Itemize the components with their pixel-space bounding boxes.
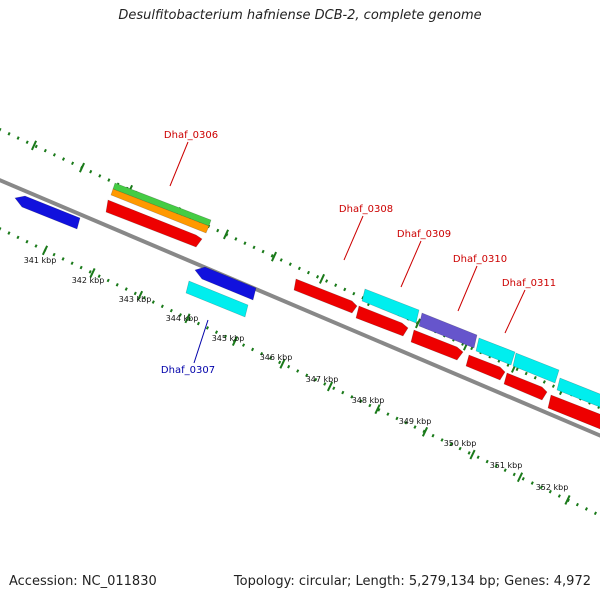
scale-label-342: 342 kbp bbox=[72, 276, 105, 285]
accession-text: Accession: NC_011830 bbox=[9, 574, 157, 589]
gene-red-2 bbox=[355, 305, 409, 337]
scale-label-350: 350 kbp bbox=[444, 439, 477, 448]
gene-label-dhaf-0306: Dhaf_0306 bbox=[164, 130, 218, 141]
gene-label-dhaf-0311: Dhaf_0311 bbox=[502, 278, 556, 289]
leader-dhaf-0310 bbox=[457, 265, 478, 312]
gene-dhaf-0307 bbox=[185, 280, 249, 318]
gene-red-3 bbox=[410, 329, 464, 361]
gene-orange-track bbox=[110, 188, 210, 234]
scale-label-345: 345 kbp bbox=[212, 334, 245, 343]
gene-blue-reverse bbox=[14, 195, 81, 230]
scale-label-347: 347 kbp bbox=[306, 375, 339, 384]
scale-label-346: 346 kbp bbox=[260, 353, 293, 362]
genome-backbone bbox=[0, 178, 600, 438]
outer-major-tick-8 bbox=[414, 318, 422, 329]
scale-label-343: 343 kbp bbox=[119, 295, 152, 304]
scale-label-349: 349 kbp bbox=[399, 417, 432, 426]
gene-dhaf-0310 bbox=[418, 312, 478, 349]
inner-major-tick-9 bbox=[469, 449, 476, 460]
gene-label-dhaf-0309: Dhaf_0309 bbox=[397, 229, 451, 240]
gene-dhaf-0308 bbox=[293, 278, 358, 314]
inner-major-tick-10 bbox=[516, 472, 524, 483]
genes bbox=[14, 182, 600, 430]
outer-major-tick-5 bbox=[270, 251, 278, 262]
scale-label-351: 351 kbp bbox=[490, 461, 523, 470]
leader-dhaf-0306 bbox=[169, 141, 189, 187]
gene-label-dhaf-0310: Dhaf_0310 bbox=[453, 254, 507, 265]
genome-summary-text: Topology: circular; Length: 5,279,134 bp… bbox=[233, 574, 591, 589]
scale-label-352: 352 kbp bbox=[536, 483, 569, 492]
leader-dhaf-0311 bbox=[504, 289, 526, 334]
gene-cyan-2 bbox=[512, 352, 560, 384]
outer-major-tick-4 bbox=[222, 229, 230, 240]
gene-label-dhaf-0307: Dhaf_0307 bbox=[161, 365, 215, 376]
scale-labels: 341 kbp 342 kbp 343 kbp 344 kbp 345 kbp … bbox=[24, 256, 569, 492]
gene-label-dhaf-0308: Dhaf_0308 bbox=[339, 204, 393, 215]
inner-major-tick-4 bbox=[231, 336, 239, 346]
gene-dhaf-0306 bbox=[105, 199, 203, 248]
inner-major-tick-3 bbox=[184, 313, 191, 324]
inner-major-tick-1 bbox=[89, 268, 96, 278]
inner-major-tick-2 bbox=[136, 290, 144, 301]
inner-major-tick-6 bbox=[326, 381, 334, 392]
inner-major-tick-0 bbox=[41, 245, 49, 256]
label-leaders bbox=[169, 141, 526, 364]
leader-dhaf-0308 bbox=[343, 215, 364, 261]
inner-major-tick-5 bbox=[279, 358, 286, 369]
gene-red-4 bbox=[465, 354, 506, 381]
inner-major-tick-11 bbox=[564, 494, 571, 505]
outer-major-tick-0 bbox=[30, 140, 38, 151]
outer-major-tick-1 bbox=[78, 162, 86, 173]
gene-blue-reverse-2 bbox=[194, 266, 257, 301]
leader-dhaf-0307 bbox=[193, 319, 209, 364]
gene-labels: Dhaf_0306 Dhaf_0307 Dhaf_0308 Dhaf_0309 … bbox=[161, 130, 556, 376]
inner-major-tick-7 bbox=[374, 404, 381, 415]
inner-major-tick-8 bbox=[421, 426, 429, 437]
outer-major-tick-6 bbox=[318, 273, 326, 284]
scale-label-341: 341 kbp bbox=[24, 256, 57, 265]
scale-label-348: 348 kbp bbox=[352, 396, 385, 405]
scale-label-344: 344 kbp bbox=[166, 314, 199, 323]
gene-dhaf-0311 bbox=[475, 337, 516, 366]
inner-tick-ring bbox=[0, 227, 600, 518]
leader-dhaf-0309 bbox=[400, 240, 422, 288]
gene-cyan-3 bbox=[556, 377, 600, 408]
gene-red-6 bbox=[547, 394, 600, 430]
gene-dhaf-0309 bbox=[361, 288, 420, 324]
map-title: Desulfitobacterium hafniense DCB-2, comp… bbox=[118, 8, 482, 23]
gene-red-5 bbox=[503, 372, 548, 401]
